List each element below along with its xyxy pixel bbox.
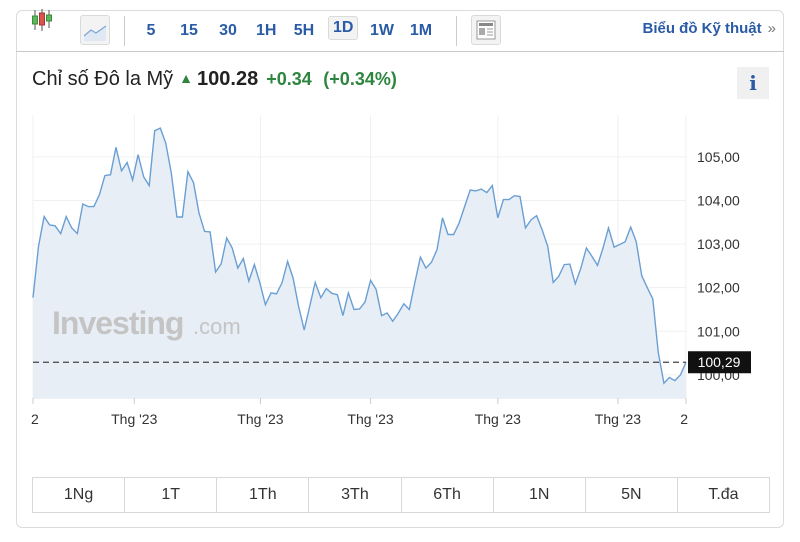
y-tick-label: 105,00 bbox=[697, 149, 740, 165]
price-area-fill bbox=[33, 128, 686, 398]
x-tick-label: Thg '23 bbox=[475, 411, 521, 427]
interval-1m[interactable]: 1M bbox=[409, 22, 433, 39]
watermark-suffix: .com bbox=[193, 314, 241, 339]
interval-1d[interactable]: 1D bbox=[328, 16, 358, 40]
news-layout-icon[interactable] bbox=[471, 15, 501, 45]
price-change-percent: (+0.34%) bbox=[323, 69, 397, 89]
interval-5[interactable]: 5 bbox=[146, 22, 156, 39]
x-tick-label: Thg '23 bbox=[595, 411, 641, 427]
range-1-year[interactable]: 1N bbox=[494, 478, 586, 512]
range-selector: 1Ng 1T 1Th 3Th 6Th 1N 5N T.đa bbox=[32, 477, 770, 513]
range-5-years[interactable]: 5N bbox=[586, 478, 678, 512]
x-tick-label: Thg '23 bbox=[237, 411, 283, 427]
x-tick-label: Thg '23 bbox=[111, 411, 157, 427]
price-line bbox=[32, 127, 687, 385]
area-chart-icon[interactable] bbox=[80, 15, 110, 45]
y-tick-label: 104,00 bbox=[697, 192, 740, 208]
interval-30[interactable]: 30 bbox=[219, 22, 237, 39]
x-tick-label: Thg '23 bbox=[347, 411, 393, 427]
instrument-name: Chỉ số Đô la Mỹ bbox=[32, 68, 174, 90]
quote-header: Chỉ số Đô la Mỹ ▲ 100.28 +0.34 (+0.34%) bbox=[32, 68, 397, 91]
last-price-tag-label: 100,29 bbox=[698, 354, 741, 370]
interval-15[interactable]: 15 bbox=[180, 22, 198, 39]
interval-1w[interactable]: 1W bbox=[370, 22, 394, 39]
investing-watermark: Investing .com bbox=[52, 305, 241, 341]
watermark-brand: Investing bbox=[52, 305, 183, 341]
y-tick-label: 103,00 bbox=[697, 236, 740, 252]
double-chevron-right-icon: » bbox=[767, 20, 776, 37]
x-tick-label: 2 bbox=[680, 411, 688, 427]
interval-1h[interactable]: 1H bbox=[256, 22, 277, 39]
y-tick-label: 101,00 bbox=[697, 323, 740, 339]
range-6-months[interactable]: 6Th bbox=[402, 478, 494, 512]
price-change: +0.34 bbox=[266, 69, 312, 89]
last-price: 100.28 bbox=[197, 68, 259, 90]
chart-toolbar bbox=[16, 10, 784, 52]
candlestick-icon[interactable] bbox=[28, 6, 56, 34]
x-tick-label: 2 bbox=[31, 411, 39, 427]
technical-chart-link[interactable]: Biểu đồ Kỹ thuật » bbox=[642, 20, 776, 37]
range-1-day[interactable]: 1Ng bbox=[33, 478, 126, 512]
technical-chart-label: Biểu đồ Kỹ thuật bbox=[642, 20, 762, 37]
info-button[interactable]: i bbox=[737, 67, 769, 99]
chart-widget bbox=[16, 10, 784, 528]
range-max[interactable]: T.đa bbox=[708, 486, 739, 503]
arrow-up-icon: ▲ bbox=[179, 70, 194, 86]
toolbar-divider bbox=[456, 16, 457, 46]
interval-5h[interactable]: 5H bbox=[293, 22, 315, 39]
y-tick-label: 102,00 bbox=[697, 280, 740, 296]
toolbar-divider bbox=[124, 16, 125, 46]
last-price-tag bbox=[688, 351, 751, 374]
range-1-month[interactable]: 1Th bbox=[217, 478, 310, 512]
range-3-months[interactable]: 3Th bbox=[309, 478, 402, 512]
range-1-week[interactable]: 1T bbox=[125, 478, 218, 512]
